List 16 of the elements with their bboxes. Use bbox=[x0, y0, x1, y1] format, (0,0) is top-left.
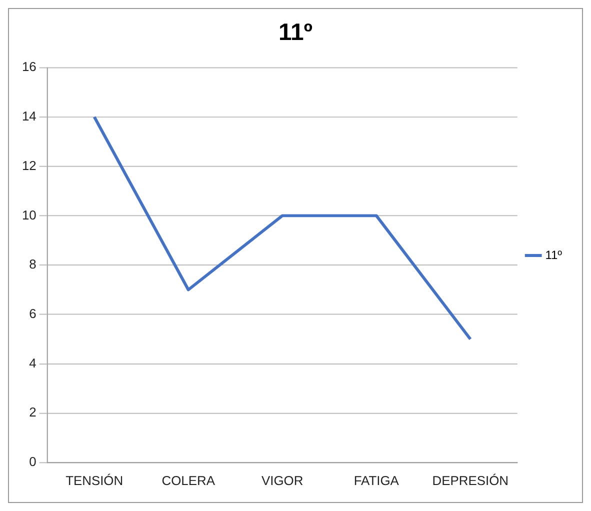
x-tick-label: DEPRESIÓN bbox=[432, 472, 508, 488]
y-tick-label: 8 bbox=[29, 256, 36, 272]
y-tick-label: 10 bbox=[22, 207, 36, 222]
y-tick-label: 0 bbox=[29, 454, 36, 470]
x-tick-label: VIGOR bbox=[262, 472, 304, 488]
y-tick-label: 16 bbox=[22, 59, 36, 74]
legend-label: 11º bbox=[545, 248, 563, 262]
chart-title: 11º bbox=[278, 18, 313, 46]
y-tick-label: 14 bbox=[22, 108, 36, 124]
y-tick-label: 6 bbox=[29, 306, 36, 321]
y-tick-label: 2 bbox=[29, 404, 36, 420]
x-tick-label: COLERA bbox=[162, 472, 216, 488]
y-tick-label: 4 bbox=[29, 355, 36, 370]
x-tick-label: TENSIÓN bbox=[66, 472, 124, 488]
y-tick-label: 12 bbox=[22, 158, 36, 173]
x-tick-label: FATIGA bbox=[354, 472, 400, 488]
